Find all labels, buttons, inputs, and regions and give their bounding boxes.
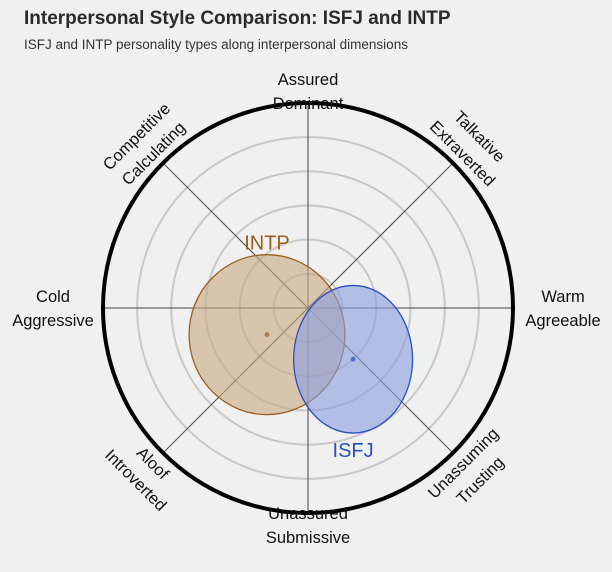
- axis-label-line: Dominant: [273, 95, 344, 113]
- axis-label-line: Assured: [278, 71, 339, 89]
- axis-label-line: Unassured: [268, 505, 348, 523]
- axis-label-line: Agreeable: [525, 312, 600, 330]
- series-label-intp: INTP: [244, 233, 290, 255]
- chart-title: Interpersonal Style Comparison: ISFJ and…: [24, 8, 451, 29]
- series-label-isfj: ISFJ: [333, 440, 374, 462]
- axis-label-line: Submissive: [266, 529, 350, 547]
- axis-label-line: Warm: [541, 288, 584, 306]
- axis-label: Warm Agreeable: [525, 288, 600, 330]
- chart-subtitle: ISFJ and INTP personality types along in…: [24, 37, 408, 52]
- axis-label-line: Aggressive: [12, 312, 94, 330]
- axis-label: Assured Dominant: [273, 71, 344, 113]
- point-intp: [264, 332, 270, 338]
- axis-label-line: Cold: [36, 288, 70, 306]
- axis-label: Unassured Submissive: [266, 505, 350, 547]
- axis-label: Cold Aggressive: [12, 288, 94, 330]
- axis-line: [307, 162, 454, 309]
- outer-circle: [101, 101, 515, 515]
- point-isfj: [350, 356, 356, 362]
